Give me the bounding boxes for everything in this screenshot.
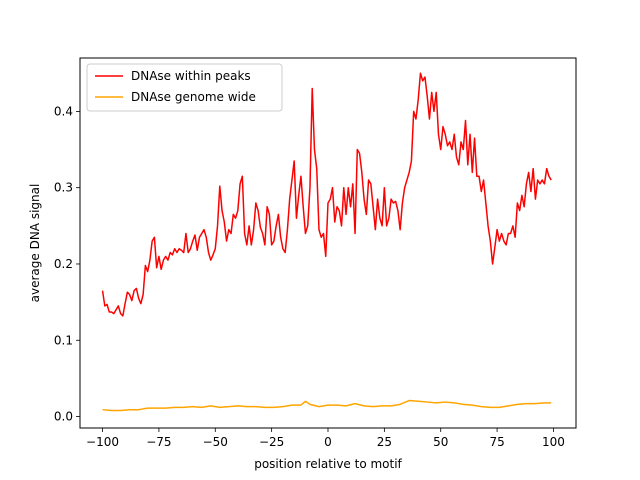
x-tick-label: −75	[146, 435, 171, 449]
y-tick-label: 0.3	[54, 181, 73, 195]
y-tick-label: 0.2	[54, 257, 73, 271]
x-tick-label: 75	[489, 435, 504, 449]
legend: DNAse within peaks DNAse genome wide	[86, 63, 283, 112]
x-tick-label: 25	[377, 435, 392, 449]
legend-label-genome-wide: DNAse genome wide	[131, 90, 256, 104]
legend-label-within-peaks: DNAse within peaks	[131, 69, 251, 83]
x-tick-label: −50	[203, 435, 228, 449]
y-tick-label: 0.1	[54, 333, 73, 347]
x-tick-label: 0	[324, 435, 332, 449]
x-tick-label: 50	[433, 435, 448, 449]
x-axis-ticks: −100 −75 −50 −25 0 25 50 75 100	[86, 428, 565, 449]
y-axis-ticks: 0.0 0.1 0.2 0.3 0.4	[54, 104, 80, 424]
x-tick-label: −25	[259, 435, 284, 449]
x-tick-label: 100	[542, 435, 565, 449]
plot-lines	[101, 72, 552, 412]
x-axis-label: position relative to motif	[254, 457, 402, 471]
legend-box	[86, 63, 283, 112]
y-tick-label: 0.0	[54, 410, 73, 424]
series-line-0	[101, 72, 552, 317]
y-tick-label: 0.4	[54, 104, 73, 118]
series-line-1	[102, 399, 552, 412]
y-axis-label: average DNA signal	[28, 184, 42, 303]
x-tick-label: −100	[86, 435, 119, 449]
